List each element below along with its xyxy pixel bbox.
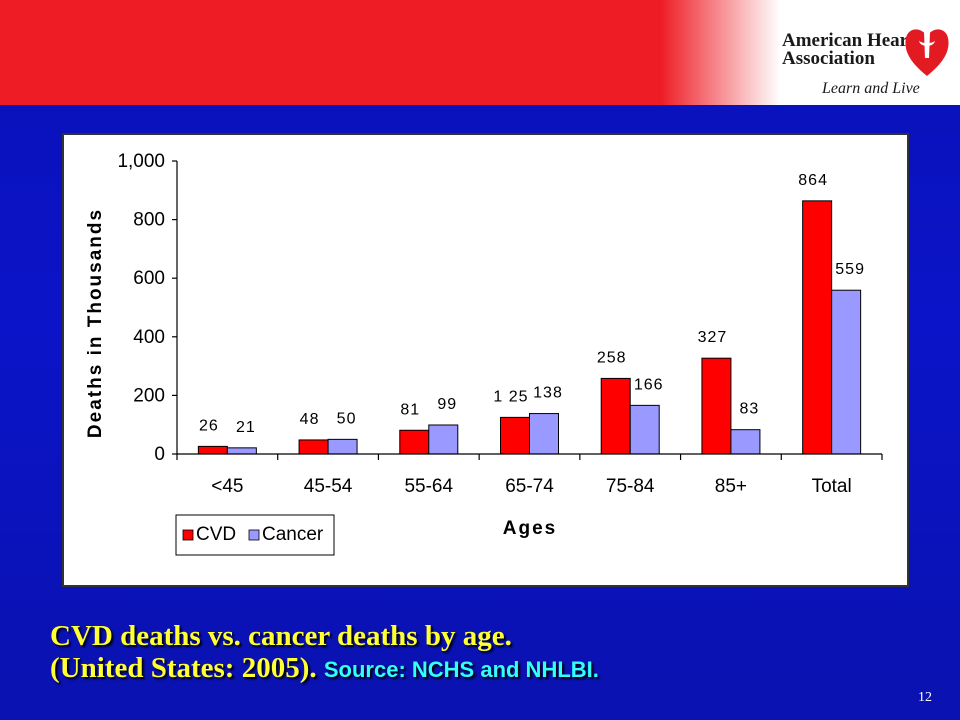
caption-year: (United States: 2005).: [50, 652, 317, 684]
x-tick-label: 65-74: [505, 476, 554, 497]
data-label-cancer: 21: [236, 419, 256, 436]
x-axis-label: Ages: [503, 518, 557, 539]
bar-cancer: [327, 438, 358, 455]
y-tick-label: 400: [133, 327, 165, 348]
bar-chart: 0 200 400 600 800 1,000 26 48 81 1 25 258 327 864 21…: [85, 151, 883, 556]
bar-cancer: [226, 447, 257, 455]
bar-cancer: [428, 424, 459, 455]
legend-label-cancer: Cancer: [262, 524, 324, 545]
bar-cvd: [197, 445, 228, 455]
legend: CVD Cancer: [175, 514, 335, 556]
y-tick-label: 600: [133, 268, 165, 289]
x-tick-label: 75-84: [606, 476, 655, 497]
data-label-cvd: 81: [400, 401, 420, 418]
data-label-cancer: 559: [835, 261, 865, 278]
caption: CVD deaths vs. cancer deaths by age. (Un…: [50, 620, 599, 686]
x-tick-label: 85+: [715, 476, 747, 497]
page-number: 12: [918, 690, 932, 705]
data-label-cancer: 166: [634, 376, 664, 393]
y-axis-ticks: 0 200 400 600 800 1,000: [117, 151, 177, 465]
x-axis-ticks: <45 45-54 55-64 65-74 75-84 85+ Total: [176, 454, 883, 497]
bar-cancer: [831, 289, 862, 455]
x-tick-label: 55-64: [404, 476, 453, 497]
heart-torch-icon: [905, 20, 949, 76]
data-labels: 26 48 81 1 25 258 327 864 21 50 99 138 166 83 559: [199, 172, 865, 436]
data-label-cancer: 50: [337, 410, 357, 427]
aha-logo: American Heart Association Learn and Liv…: [760, 18, 960, 108]
y-tick-label: 800: [133, 210, 165, 231]
data-label-cvd: 258: [597, 349, 627, 366]
x-tick-label: Total: [812, 476, 852, 497]
data-label-cvd: 327: [698, 329, 728, 346]
bar-cvd: [399, 429, 430, 455]
chart-panel: 0 200 400 600 800 1,000 26 48 81 1 25 258 327 864 21…: [62, 133, 909, 587]
data-label-cvd: 1 25: [493, 388, 528, 405]
legend-swatch-cancer: [248, 529, 260, 541]
y-axis-label: Deaths in Thousands: [85, 208, 106, 438]
data-label-cvd: 864: [798, 172, 828, 189]
logo-name: American Heart Association: [782, 30, 915, 69]
bar-cvd: [298, 439, 329, 455]
legend-label-cvd: CVD: [196, 524, 236, 545]
x-tick-label: 45-54: [304, 476, 353, 497]
data-label-cancer: 138: [533, 385, 563, 402]
bar-cvd: [802, 200, 833, 455]
bar-cvd: [600, 377, 631, 455]
bars: [197, 200, 862, 455]
data-label-cvd: 48: [300, 411, 320, 428]
y-tick-label: 0: [154, 444, 165, 465]
y-tick-label: 1,000: [117, 151, 165, 172]
y-tick-label: 200: [133, 385, 165, 406]
caption-line-2: (United States: 2005). Source: NCHS and …: [50, 652, 599, 686]
bar-cancer: [730, 429, 761, 455]
bar-cvd: [701, 357, 732, 455]
bar-cancer: [529, 413, 559, 455]
bar-cvd: [500, 416, 530, 455]
data-label-cancer: 83: [740, 401, 760, 418]
bar-cancer: [629, 404, 660, 455]
logo-tagline: Learn and Live: [822, 80, 920, 97]
data-label-cancer: 99: [437, 396, 457, 413]
caption-line-1: CVD deaths vs. cancer deaths by age.: [50, 620, 512, 652]
caption-source: Source: NCHS and NHLBI.: [323, 657, 599, 682]
data-label-cvd: 26: [199, 417, 219, 434]
x-tick-label: <45: [211, 476, 243, 497]
legend-swatch-cvd: [182, 529, 194, 541]
